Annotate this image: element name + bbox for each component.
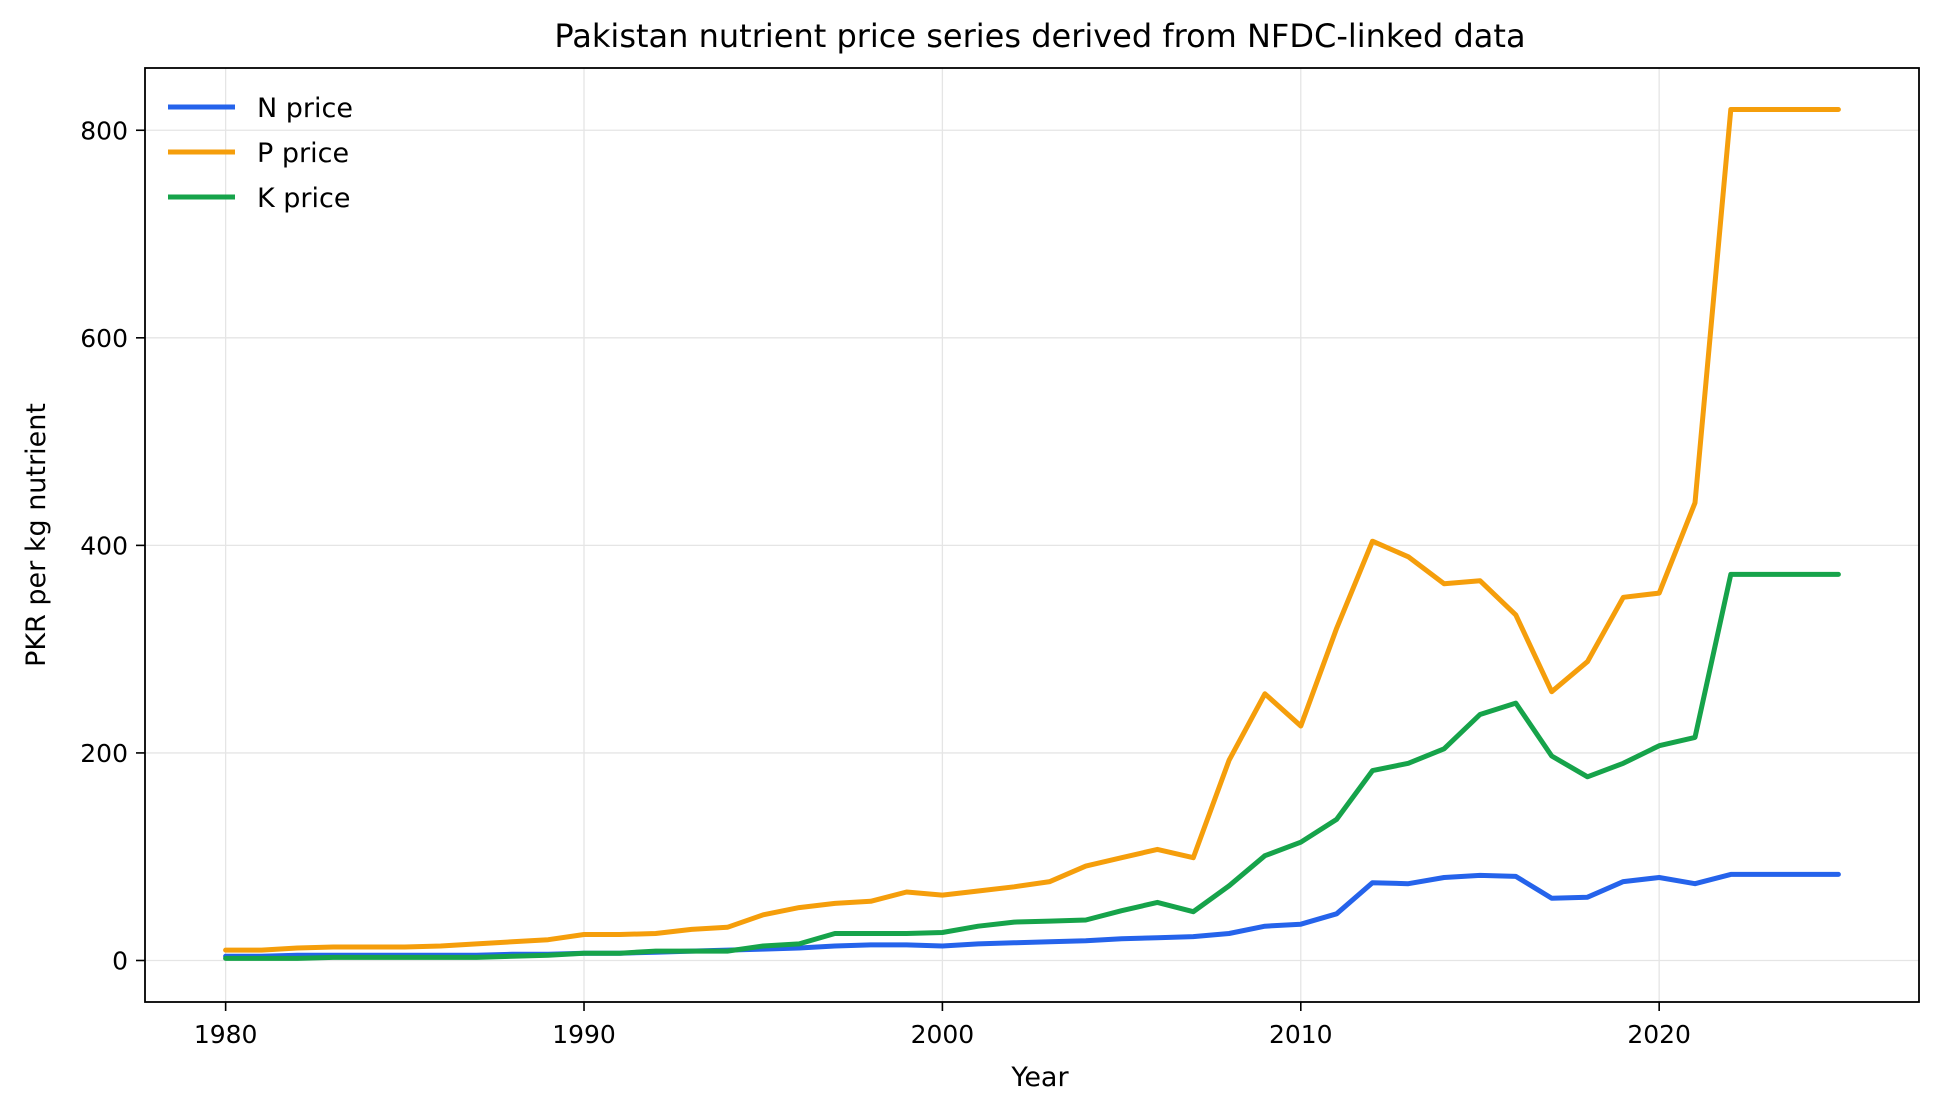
y-tick-label: 800 (80, 116, 128, 145)
grid (145, 68, 1919, 1002)
y-tick-label: 0 (112, 946, 128, 975)
axis-ticks: 1980 1990 2000 2010 2020 0 200 400 600 800 (80, 116, 1691, 1049)
x-tick-label: 1980 (194, 1020, 258, 1049)
y-tick-label: 400 (80, 531, 128, 560)
series-line-p-price (223, 107, 1841, 953)
legend: N price P price K price (168, 93, 353, 214)
x-tick-label: 1990 (552, 1020, 616, 1049)
legend-label-n-price: N price (257, 93, 353, 124)
chart-title: Pakistan nutrient price series derived f… (554, 17, 1525, 55)
y-axis-label: PKR per kg nutrient (21, 403, 52, 667)
x-tick-label: 2020 (1627, 1020, 1691, 1049)
x-axis-label: Year (1010, 1062, 1069, 1093)
y-tick-label: 600 (80, 324, 128, 353)
series-line-k-price (223, 571, 1841, 961)
plot-frame (144, 67, 1920, 1003)
x-tick-label: 2000 (911, 1020, 975, 1049)
legend-label-p-price: P price (257, 138, 349, 169)
x-tick-label: 2010 (1269, 1020, 1333, 1049)
legend-label-k-price: K price (257, 183, 351, 214)
series-lines (223, 107, 1841, 961)
y-tick-label: 200 (80, 739, 128, 768)
